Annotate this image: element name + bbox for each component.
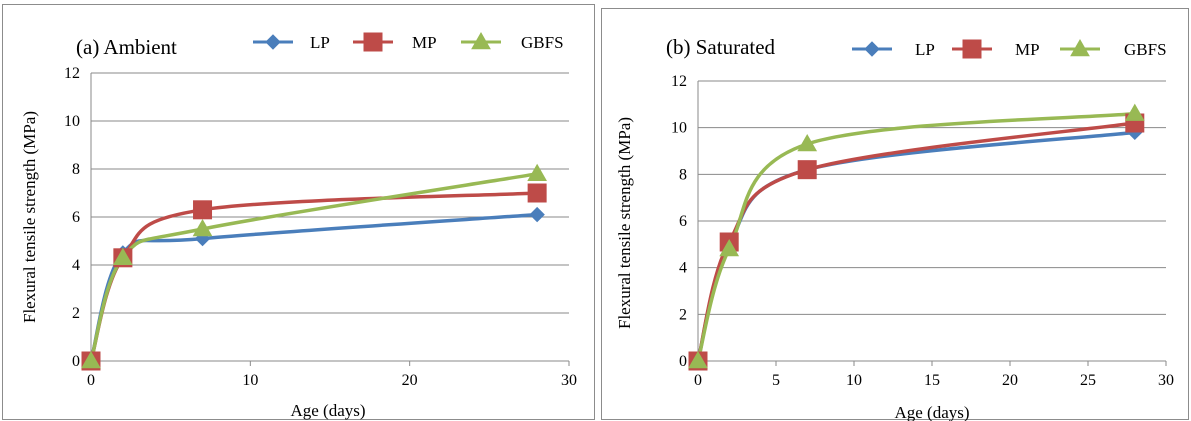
ambient-point-lp-legend	[265, 34, 281, 50]
ambient-point-gbfs	[81, 350, 101, 369]
ambient-point-mp	[527, 183, 547, 203]
saturated-y-tick-label: 12	[671, 73, 687, 90]
ambient-x-tick-label: 30	[561, 372, 577, 389]
saturated-y-tick-label: 10	[671, 120, 687, 137]
saturated-legend-label-lp: LP	[915, 40, 935, 59]
chart-ambient: 0 2 4 6 8 10 12 0 10 20 30 Flexural tensile strengt…	[20, 31, 577, 420]
saturated-line-lp	[696, 130, 1137, 363]
ambient-x-tick-label: 20	[402, 372, 418, 389]
chart-saturated: 0 2 4 6 8 10 12 0 5 10 15 20 25 30 Flexural tensile st…	[615, 35, 1174, 421]
saturated-x-tick-label: 15	[924, 372, 940, 389]
ambient-y-axis-title: Flexural tensile strength (MPa)	[20, 111, 39, 323]
saturated-legend-label-mp: MP	[1015, 40, 1040, 59]
saturated-series-mp	[696, 121, 1137, 363]
saturated-legend-label-gbfs: GBFS	[1124, 40, 1167, 59]
saturated-x-axis-title: Age (days)	[894, 403, 969, 421]
ambient-chart-title: (a) Ambient	[76, 35, 177, 59]
saturated-series-gbfs	[696, 111, 1137, 363]
saturated-x-tick-label: 30	[1158, 372, 1174, 389]
ambient-legend-label-mp: MP	[412, 33, 437, 52]
saturated-x-tick-label: 10	[846, 372, 862, 389]
saturated-point-gbfs	[797, 133, 818, 152]
saturated-markers-gbfs	[688, 103, 1145, 369]
saturated-y-tick-label: 2	[679, 306, 687, 323]
saturated-x-tick-label: 20	[1002, 372, 1018, 389]
saturated-markers-lp	[690, 124, 1143, 369]
saturated-legend-item-gbfs: GBFS	[1060, 38, 1167, 59]
saturated-y-tick-label: 6	[679, 213, 687, 230]
saturated-point-gbfs	[719, 238, 740, 257]
ambient-line-gbfs	[89, 172, 539, 363]
saturated-line-gbfs	[696, 111, 1137, 363]
saturated-gridlines	[698, 80, 1166, 362]
saturated-legend-item-lp: LP	[852, 40, 935, 59]
ambient-point-gbfs	[192, 218, 213, 237]
ambient-x-tick-label: 10	[242, 372, 258, 389]
saturated-x-tick-label: 25	[1080, 372, 1096, 389]
saturated-legend-item-mp: MP	[952, 39, 1040, 59]
ambient-point-gbfs-legend	[471, 31, 491, 50]
ambient-legend-label-gbfs: GBFS	[521, 33, 564, 52]
ambient-x-tick-label: 0	[87, 372, 95, 389]
saturated-chart-title: (b) Saturated	[666, 35, 776, 59]
saturated-point-gbfs	[688, 350, 708, 369]
saturated-y-tick-label: 4	[679, 260, 687, 277]
saturated-point-mp	[797, 160, 817, 180]
saturated-x-tick-label: 5	[772, 372, 780, 389]
ambient-legend-item-gbfs: GBFS	[461, 31, 564, 52]
ambient-legend-item-lp: LP	[253, 33, 330, 52]
ambient-markers-mp	[81, 183, 547, 371]
ambient-legend-item-mp: MP	[353, 32, 437, 52]
ambient-point-lp	[529, 206, 545, 223]
saturated-series-lp	[696, 130, 1137, 363]
ambient-point-mp	[193, 200, 213, 220]
ambient-y-tick-label: 0	[72, 353, 80, 370]
ambient-legend-label-lp: LP	[310, 33, 330, 52]
saturated-y-tick-label: 8	[679, 166, 687, 183]
ambient-x-axis-title: Age (days)	[290, 401, 365, 420]
saturated-legend: LP MP GBFS	[852, 38, 1167, 59]
ambient-y-tick-label: 12	[64, 65, 80, 82]
saturated-point-lp-legend	[864, 41, 880, 57]
ambient-legend: LP MP GBFS	[253, 31, 564, 52]
saturated-line-mp	[696, 121, 1137, 363]
ambient-y-tick-label: 2	[72, 305, 80, 322]
ambient-point-gbfs	[527, 163, 547, 182]
ambient-y-tick-label: 8	[72, 161, 80, 178]
ambient-point-gbfs	[113, 247, 133, 266]
ambient-series-gbfs	[89, 172, 539, 363]
saturated-x-tick-label: 0	[694, 372, 702, 389]
ambient-point-mp-legend	[363, 32, 383, 52]
saturated-point-gbfs	[1124, 103, 1145, 121]
ambient-y-tick-label: 6	[72, 209, 80, 226]
ambient-y-tick-label: 4	[72, 257, 80, 274]
saturated-y-axis-title: Flexural tensile strength (MPa)	[615, 117, 634, 329]
saturated-point-gbfs-legend	[1070, 38, 1090, 57]
ambient-y-tick-label: 10	[64, 113, 80, 130]
ambient-markers-gbfs	[81, 163, 547, 369]
chart-panel-ambient: 0 2 4 6 8 10 12 0 10 20 30 Flexural tensile strengt…	[2, 4, 595, 420]
chart-panel-saturated: 0 2 4 6 8 10 12 0 5 10 15 20 25 30 Flexural tensile st…	[601, 8, 1189, 421]
saturated-y-tick-label: 0	[679, 353, 687, 370]
saturated-point-mp-legend	[962, 39, 982, 59]
